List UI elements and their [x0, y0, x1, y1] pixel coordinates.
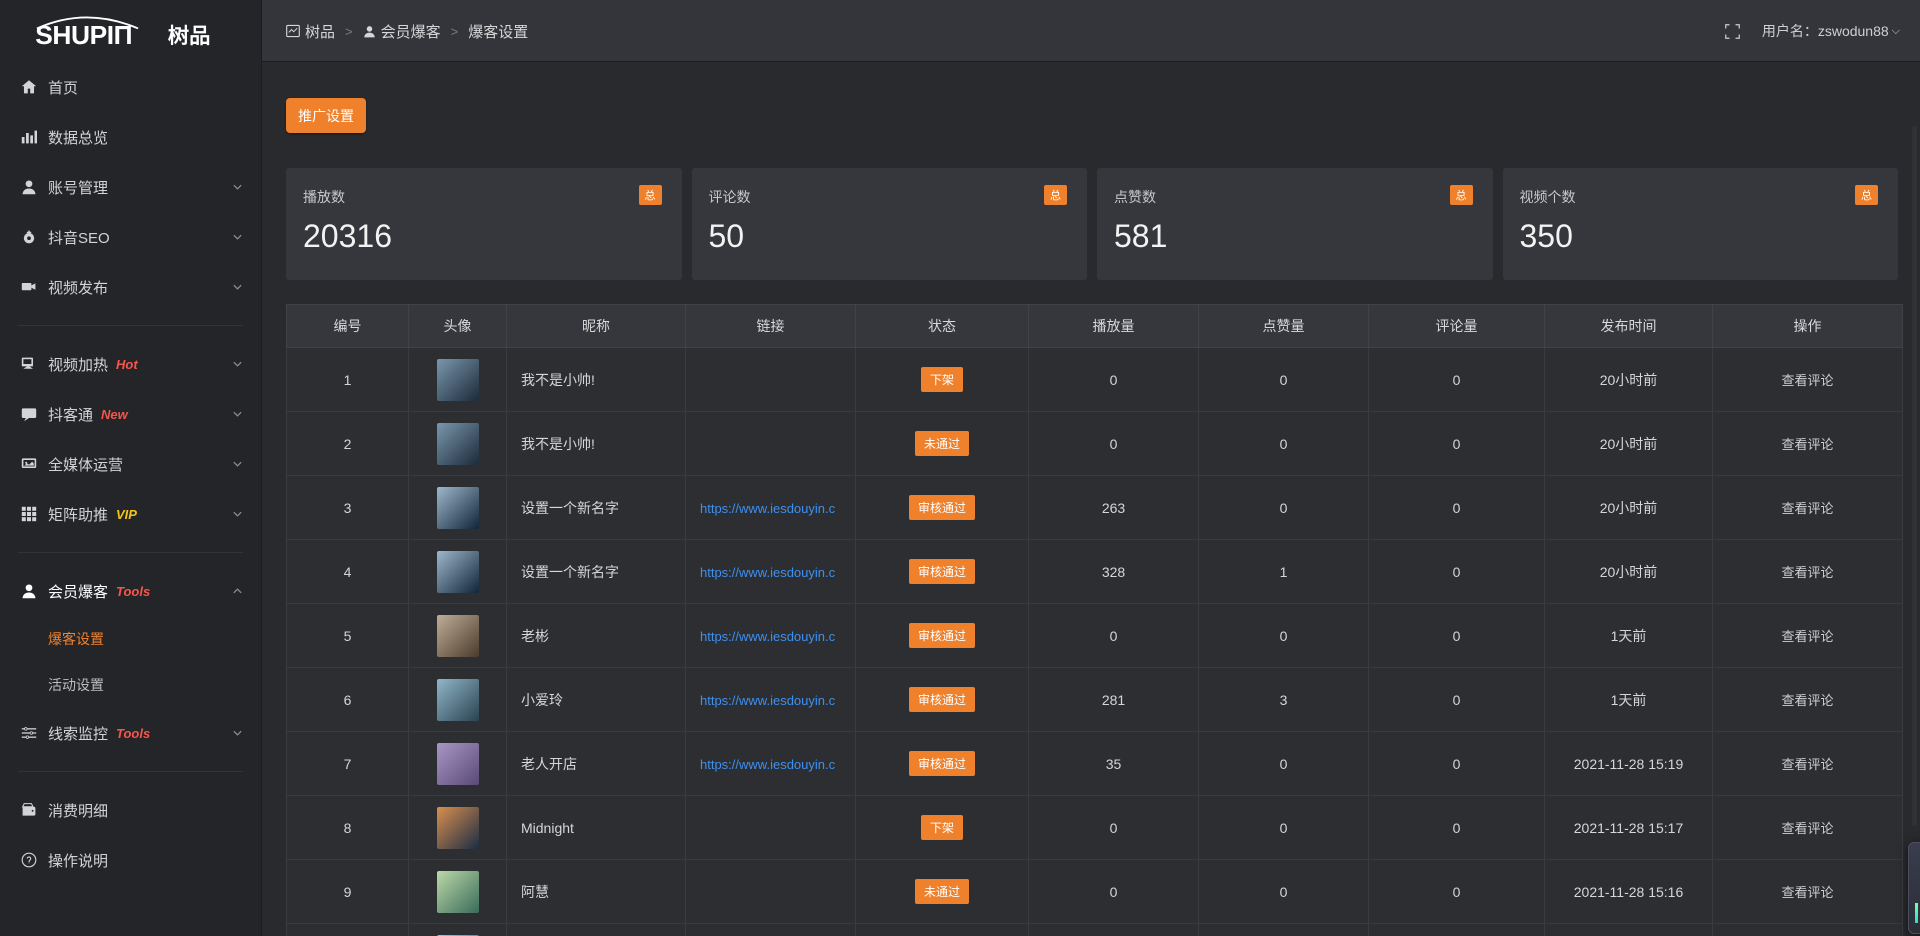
- svg-text:树品: 树品: [168, 23, 211, 48]
- svg-text:SHUPIП: SHUPIП: [35, 20, 132, 48]
